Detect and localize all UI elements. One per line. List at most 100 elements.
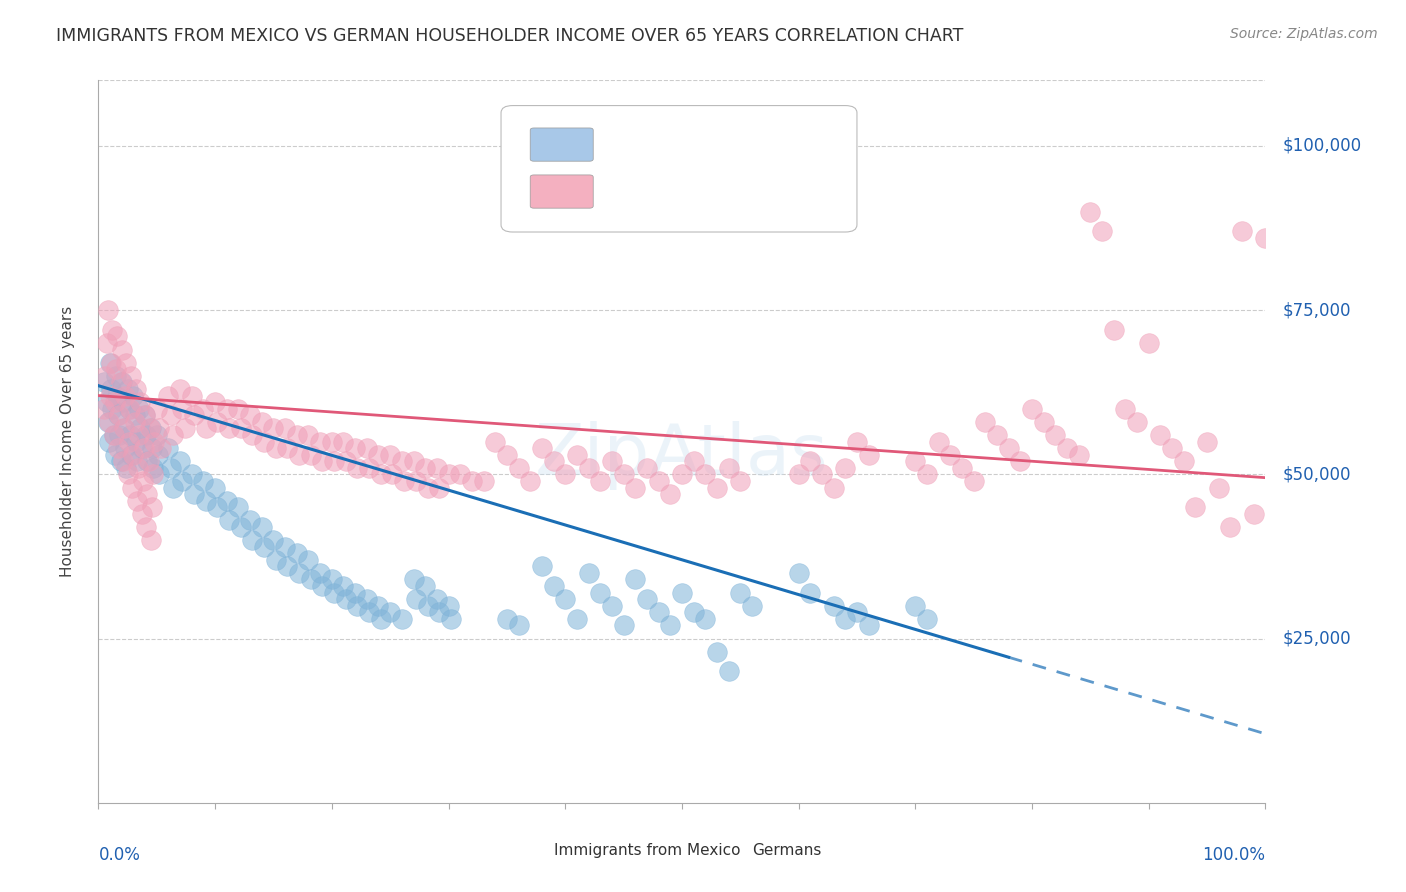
Point — [150, 441, 173, 455]
Point — [858, 448, 880, 462]
Point — [928, 434, 950, 449]
Point — [104, 448, 127, 462]
Point — [139, 421, 162, 435]
Point — [180, 467, 202, 482]
Point — [159, 460, 181, 475]
Point — [730, 474, 752, 488]
Point — [986, 428, 1008, 442]
Point — [132, 441, 155, 455]
Point — [122, 388, 145, 402]
Point — [1219, 520, 1241, 534]
Point — [1195, 434, 1218, 449]
Point — [823, 481, 845, 495]
Point — [134, 409, 156, 423]
Point — [554, 467, 576, 482]
Text: N = 167: N = 167 — [741, 183, 807, 198]
Point — [370, 467, 392, 482]
Point — [1067, 448, 1090, 462]
FancyBboxPatch shape — [530, 128, 593, 161]
Point — [335, 592, 357, 607]
Text: 100.0%: 100.0% — [1202, 847, 1265, 864]
Point — [344, 585, 367, 599]
Point — [193, 401, 215, 416]
Point — [309, 566, 332, 580]
Point — [915, 612, 938, 626]
Point — [276, 441, 298, 455]
Point — [253, 434, 276, 449]
Point — [671, 585, 693, 599]
Point — [172, 474, 194, 488]
Point — [1021, 401, 1043, 416]
Point — [311, 579, 333, 593]
Point — [229, 520, 252, 534]
Point — [146, 428, 169, 442]
Point — [110, 376, 132, 390]
Point — [367, 448, 389, 462]
Point — [356, 441, 378, 455]
Point — [405, 592, 427, 607]
Text: R = -0.694: R = -0.694 — [603, 136, 690, 151]
Point — [124, 409, 146, 423]
Point — [427, 481, 450, 495]
Point — [416, 599, 439, 613]
Point — [204, 395, 226, 409]
Point — [706, 481, 728, 495]
Point — [128, 428, 150, 442]
Point — [706, 645, 728, 659]
Point — [682, 454, 704, 468]
Point — [105, 329, 128, 343]
Point — [148, 467, 170, 482]
Point — [94, 368, 117, 383]
Point — [335, 454, 357, 468]
Point — [110, 454, 132, 468]
Point — [904, 454, 927, 468]
Point — [242, 533, 264, 547]
Point — [97, 303, 120, 318]
Point — [416, 481, 439, 495]
Point — [215, 401, 238, 416]
Point — [274, 540, 297, 554]
Point — [132, 474, 155, 488]
Point — [332, 434, 354, 449]
Point — [98, 388, 121, 402]
Text: $75,000: $75,000 — [1282, 301, 1351, 319]
Point — [437, 467, 460, 482]
Point — [114, 388, 136, 402]
Point — [162, 481, 184, 495]
Point — [472, 474, 495, 488]
Point — [997, 441, 1019, 455]
Point — [1032, 415, 1054, 429]
Point — [636, 592, 658, 607]
Point — [1208, 481, 1230, 495]
Point — [461, 474, 484, 488]
Point — [108, 428, 131, 442]
Point — [136, 454, 159, 468]
Point — [624, 573, 647, 587]
Point — [103, 428, 125, 442]
Point — [370, 612, 392, 626]
Point — [97, 415, 120, 429]
Point — [142, 460, 165, 475]
Point — [97, 434, 120, 449]
Point — [141, 441, 163, 455]
Point — [115, 356, 138, 370]
Text: $50,000: $50,000 — [1282, 466, 1351, 483]
Point — [1010, 454, 1032, 468]
Point — [799, 585, 821, 599]
FancyBboxPatch shape — [505, 838, 547, 862]
Point — [359, 605, 381, 619]
Point — [915, 467, 938, 482]
Point — [120, 448, 142, 462]
Point — [323, 585, 346, 599]
Point — [288, 448, 311, 462]
Point — [600, 454, 623, 468]
Point — [543, 579, 565, 593]
Text: $100,000: $100,000 — [1282, 137, 1362, 155]
Point — [297, 553, 319, 567]
Y-axis label: Householder Income Over 65 years: Householder Income Over 65 years — [60, 306, 75, 577]
Text: N = 105: N = 105 — [741, 136, 807, 151]
Point — [565, 448, 588, 462]
Point — [717, 665, 740, 679]
Point — [321, 434, 343, 449]
Point — [402, 454, 425, 468]
